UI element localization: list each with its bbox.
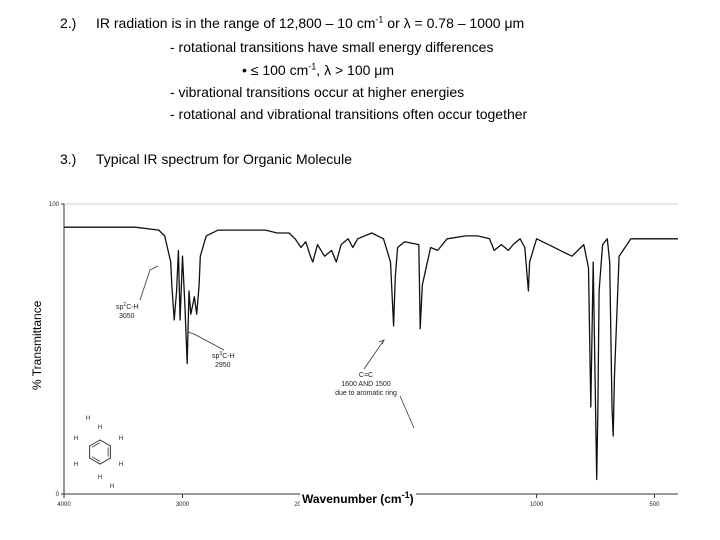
y-tick-label: 100 [49,202,60,208]
benzene-ring [89,439,111,465]
hydrogen-atom-label: H [74,462,78,468]
annotation-pointer-cc-1500 [399,395,415,429]
x-tick-label: 1000 [530,502,544,508]
ir-spectrum-figure: 40003000200010005001000 sp2C-H3050sp3C-H… [28,192,688,522]
annotation-line2: 3050 [119,313,135,320]
hydrogen-atom-label: H [110,484,114,490]
item2-heading-pre: IR radiation is in the range of 12,800 –… [96,15,376,31]
x-tick-label: 3000 [176,502,190,508]
x-tick-label: 4000 [57,502,71,508]
item2-line2-sup: -1 [308,61,317,72]
y-axis-label: % Transmittance [30,300,44,390]
annotation-sp2-ch: sp2C-H 3050 [116,302,139,320]
x-axis-label-sup: -1 [401,490,410,500]
item2-line3: - vibrational transitions occur at highe… [170,84,465,100]
annotation-pointer-sp3 [187,331,225,351]
annotation-line3: due to aromatic ring [335,390,397,397]
item2-heading-sup: -1 [375,14,384,25]
x-axis-label-post: ) [409,492,414,506]
item2-heading-post: or λ = 0.78 – 1000 μm [383,15,525,31]
y-tick-label: 0 [56,492,60,498]
item3-heading: Typical IR spectrum for Organic Molecule [96,151,352,167]
benzene-double-bond [91,456,101,462]
annotation-sp3-ch: sp3C-H 2950 [212,351,235,369]
item2-number: 2.) [60,15,77,31]
ir-spectrum-chart: 40003000200010005001000 sp2C-H3050sp3C-H… [49,202,678,508]
item2-heading: IR radiation is in the range of 12,800 –… [96,15,524,31]
x-tick-label: 500 [649,502,660,508]
x-axis-label: Wavenumber (cm-1) [300,490,416,506]
hydrogen-atom-label: H [119,462,123,468]
spectrum-trace [64,226,678,481]
hydrogen-atom-label: H [86,416,90,422]
annotation-line2: 2950 [215,362,231,369]
hydrogen-atom-label: H [98,475,102,481]
item2-line1: - rotational transitions have small ener… [170,39,494,55]
hydrogen-atom-label: H [98,425,102,431]
annotation-arrowhead [378,339,385,345]
item3-number: 3.) [60,151,77,167]
benzene-double-bond [91,442,101,448]
item2-line2-pre: • ≤ 100 cm [242,62,309,78]
annotation-line1: sp2C-H [116,302,139,311]
hydrogen-atom-label: H [74,436,78,442]
item2-line2: • ≤ 100 cm-1, λ > 100 μm [242,62,394,78]
annotation-cc-aromatic: C=C 1600 AND 1500 due to aromatic ring [335,372,397,397]
annotation-pointer-cc-1600 [363,339,385,370]
annotation-line1: C=C [359,372,373,379]
hydrogen-atom-label: H [119,436,123,442]
annotation-line2: 1600 AND 1500 [341,381,391,388]
x-axis-label-pre: Wavenumber (cm [302,492,402,506]
item2-line2-post: , λ > 100 μm [316,62,395,78]
annotation-pointer-sp2 [139,265,159,301]
annotation-line1: sp3C-H [212,351,235,360]
item2-line4: - rotational and vibrational transitions… [170,106,528,122]
